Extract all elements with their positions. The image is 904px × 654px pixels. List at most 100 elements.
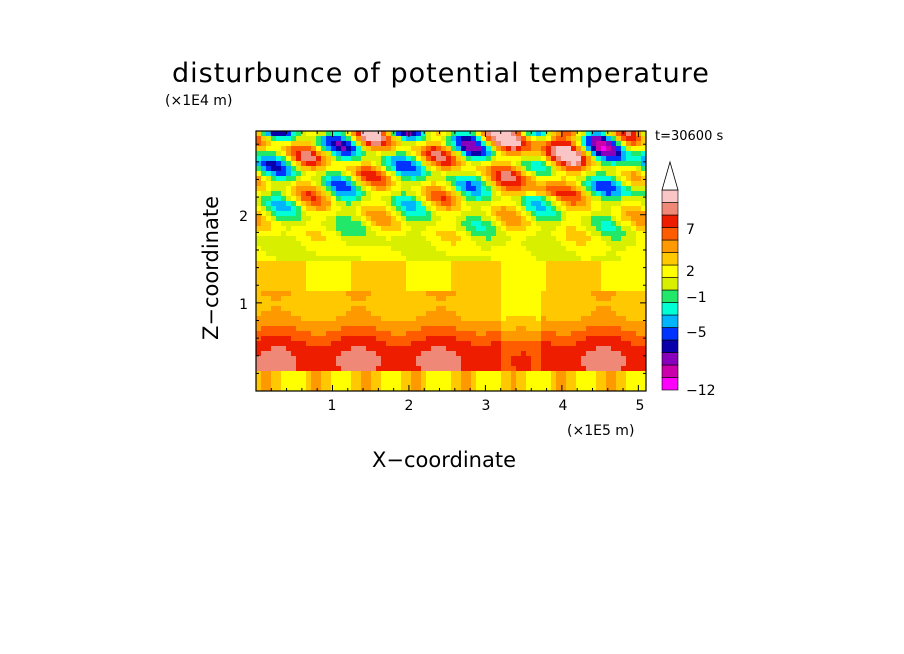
contour-cell [356, 241, 362, 247]
contour-cell [571, 256, 577, 262]
contour-cell [541, 161, 547, 167]
contour-cell [421, 266, 427, 272]
contour-cell [461, 351, 467, 357]
contour-cell [601, 216, 607, 222]
contour-cell [291, 166, 297, 172]
contour-cell [456, 196, 462, 202]
contour-cell [286, 316, 292, 322]
contour-cell [296, 281, 302, 287]
contour-cell [581, 136, 587, 142]
contour-cell [321, 236, 327, 242]
contour-cell [276, 296, 282, 302]
contour-cell [606, 211, 612, 217]
contour-cell [591, 286, 597, 292]
contour-cell [501, 366, 507, 372]
contour-cell [636, 166, 642, 172]
contour-cell [256, 236, 262, 242]
contour-cell [556, 186, 562, 192]
contour-cell [306, 351, 312, 357]
contour-cell [331, 186, 337, 192]
contour-cell [406, 326, 412, 332]
contour-cell [631, 196, 637, 202]
contour-cell [416, 241, 422, 247]
contour-cell [571, 191, 577, 197]
contour-cell [536, 386, 542, 391]
contour-cell [276, 161, 282, 167]
contour-cell [641, 241, 646, 247]
contour-cell [381, 231, 387, 237]
contour-cell [496, 161, 502, 167]
contour-cell [346, 311, 352, 317]
contour-cell [566, 186, 572, 192]
contour-cell [611, 186, 617, 192]
contour-cell [496, 331, 502, 337]
contour-cell [576, 376, 582, 382]
contour-cell [266, 361, 272, 367]
contour-cell [566, 281, 572, 287]
contour-cell [511, 361, 517, 367]
contour-cell [296, 146, 302, 152]
contour-cell [481, 191, 487, 197]
contour-cell [431, 291, 437, 297]
contour-cell [566, 341, 572, 347]
contour-cell [616, 381, 622, 387]
contour-cell [366, 331, 372, 337]
contour-cell [321, 356, 327, 362]
contour-cell [571, 341, 577, 347]
contour-cell [281, 196, 287, 202]
contour-cell [576, 301, 582, 307]
contour-cell [411, 291, 417, 297]
contour-cell [586, 191, 592, 197]
contour-cell [446, 371, 452, 377]
contour-cell [331, 331, 337, 337]
contour-cell [411, 326, 417, 332]
contour-cell [621, 146, 627, 152]
contour-cell [361, 191, 367, 197]
contour-cell [526, 321, 532, 327]
contour-cell [446, 261, 452, 267]
contour-cell [491, 291, 497, 297]
contour-cell [356, 341, 362, 347]
contour-cell [316, 381, 322, 387]
contour-cell [546, 276, 552, 282]
contour-cell [576, 381, 582, 387]
contour-cell [496, 301, 502, 307]
contour-cell [446, 356, 452, 362]
contour-cell [296, 196, 302, 202]
contour-cell [571, 146, 577, 152]
contour-cell [546, 386, 552, 391]
contour-cell [401, 206, 407, 212]
contour-cell [506, 256, 512, 262]
contour-cell [416, 311, 422, 317]
contour-cell [376, 296, 382, 302]
contour-cell [611, 346, 617, 352]
contour-cell [471, 321, 477, 327]
contour-cell [566, 276, 572, 282]
contour-cell [536, 311, 542, 317]
contour-cell [276, 366, 282, 372]
contour-cell [516, 146, 522, 152]
contour-cell [476, 311, 482, 317]
contour-cell [311, 266, 317, 272]
contour-cell [451, 156, 457, 162]
contour-cell [446, 316, 452, 322]
contour-cell [541, 136, 547, 142]
contour-cell [446, 221, 452, 227]
contour-cell [496, 341, 502, 347]
contour-cell [626, 161, 632, 167]
contour-cell [516, 161, 522, 167]
contour-cell [291, 296, 297, 302]
contour-cell [391, 376, 397, 382]
contour-cell [641, 186, 646, 192]
contour-cell [386, 171, 392, 177]
contour-cell [636, 216, 642, 222]
contour-cell [636, 356, 642, 362]
contour-cell [566, 206, 572, 212]
contour-cell [286, 186, 292, 192]
contour-cell [426, 366, 432, 372]
contour-cell [276, 246, 282, 252]
contour-cell [336, 346, 342, 352]
contour-cell [381, 276, 387, 282]
contour-cell [621, 341, 627, 347]
contour-cell [601, 316, 607, 322]
